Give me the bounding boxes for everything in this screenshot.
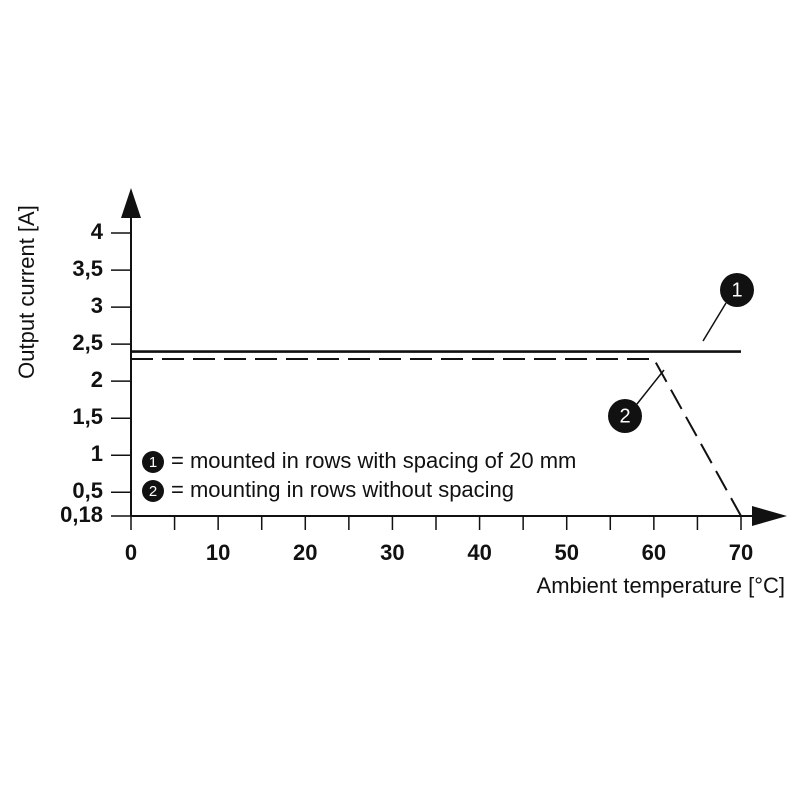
x-tick-label: 40 [467, 540, 491, 565]
x-tick-label: 30 [380, 540, 404, 565]
callout-label: 1 [731, 279, 742, 301]
x-tick-label: 0 [125, 540, 137, 565]
legend-marker [142, 480, 164, 502]
y-tick-label: 2 [91, 367, 103, 392]
x-axis-arrow [752, 506, 787, 526]
callout-leader [702, 302, 727, 342]
legend-number: 2 [149, 483, 157, 500]
x-tick-label: 20 [293, 540, 317, 565]
y-tick-label: 0,5 [72, 478, 103, 503]
legend-label: = mounted in rows with spacing of 20 mm [171, 448, 576, 473]
y-tick-label: 1 [91, 441, 103, 466]
y-axis-arrow [121, 188, 141, 218]
y-axis-label: Output current [A] [14, 205, 39, 379]
legend-number: 1 [149, 454, 157, 471]
callout-marker [720, 273, 754, 307]
x-tick-label: 70 [729, 540, 753, 565]
legend-label: = mounting in rows without spacing [171, 477, 514, 502]
y-tick-label: 4 [91, 219, 104, 244]
legend-marker [142, 451, 164, 473]
y-tick-label: 3 [91, 293, 103, 318]
x-tick-label: 50 [554, 540, 578, 565]
series-line [131, 357, 742, 517]
x-axis-label: Ambient temperature [°C] [537, 573, 785, 598]
y-tick-label: 1,5 [72, 404, 103, 429]
callout-marker [608, 399, 642, 433]
y-tick-label: 2,5 [72, 330, 103, 355]
y-tick-label: 3,5 [72, 256, 103, 281]
y-tick-label: 0,18 [60, 502, 103, 527]
callout-leader [636, 369, 665, 405]
x-tick-label: 10 [206, 540, 230, 565]
x-tick-label: 60 [642, 540, 666, 565]
callout-label: 2 [619, 405, 630, 427]
